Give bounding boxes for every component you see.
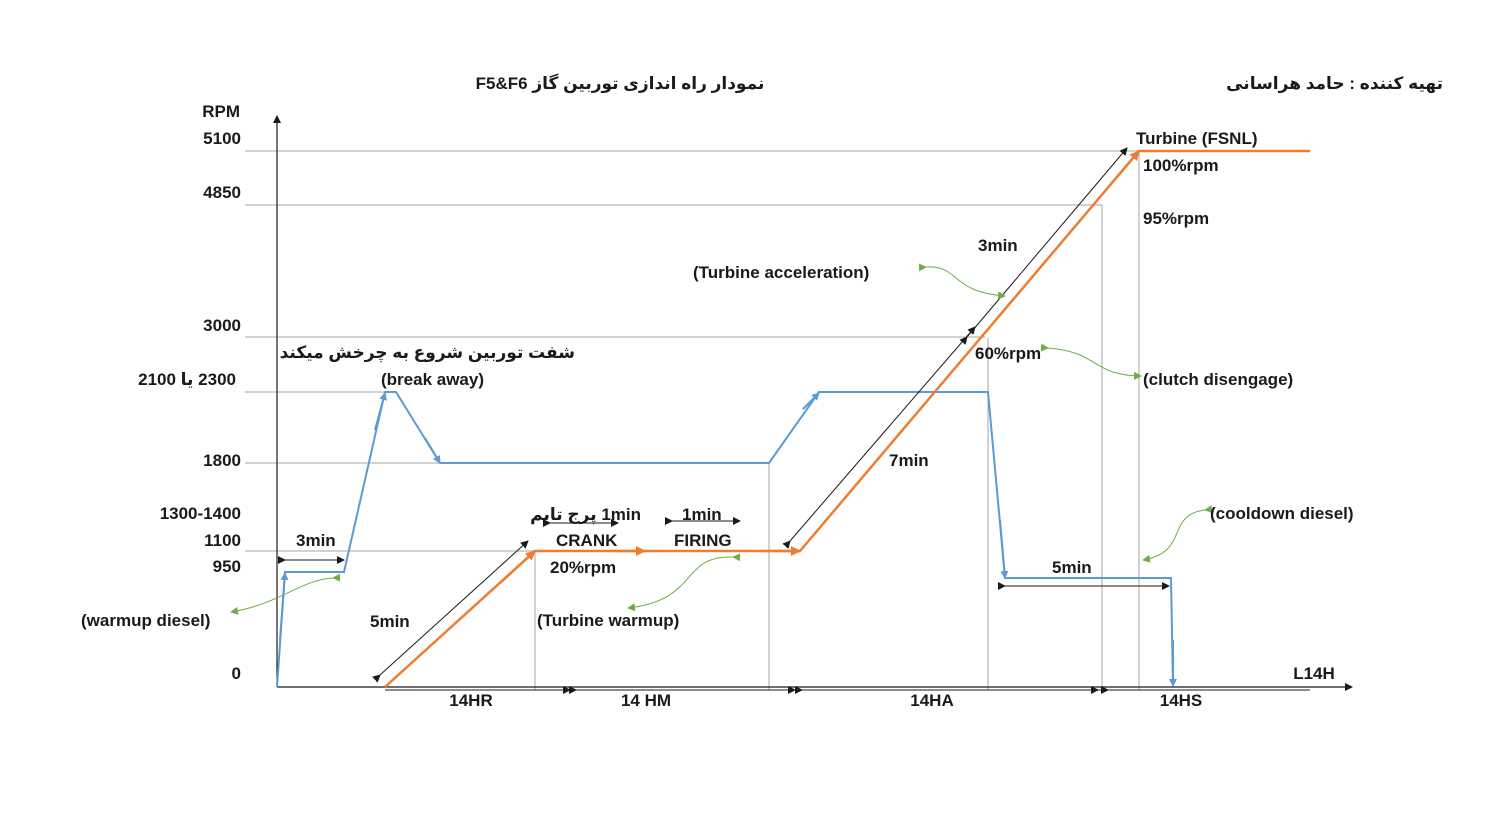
y-tick: 1300-1400	[160, 504, 241, 523]
label-60rpm: 60%rpm	[975, 344, 1041, 363]
diagram-title: نمودار راه اندازی توربین گاز F5&F6	[476, 73, 765, 94]
label-firing: FIRING	[674, 531, 732, 550]
phase-label-14hm: 14 HM	[621, 691, 671, 710]
callout-clutch	[1040, 343, 1142, 380]
label-5min-right: 5min	[1052, 558, 1092, 577]
label-3min-top: 3min	[978, 236, 1018, 255]
y-tick: 0	[232, 664, 241, 683]
label-turbine-acceleration: (Turbine acceleration)	[693, 263, 869, 282]
y-tick: 1100	[204, 531, 241, 550]
diesel-arrow	[802, 392, 820, 410]
label-20rpm: 20%rpm	[550, 558, 616, 577]
dim-5min-left	[372, 540, 529, 683]
x-axis-label: L14H	[1293, 664, 1335, 683]
y-tick: 5100	[203, 129, 241, 148]
diesel-speed-line	[276, 391, 1174, 688]
label-warmup-diesel: (warmup diesel)	[81, 611, 210, 630]
y-axis-label: RPM	[202, 102, 240, 121]
label-purge-time: 1min پرج تایم	[530, 505, 641, 525]
callout-accel	[918, 263, 1006, 300]
turbine-arrow	[499, 550, 536, 584]
diesel-arrow	[374, 392, 388, 431]
turbine-arrow	[1109, 150, 1140, 186]
label-turbine-fsnl: Turbine (FSNL)	[1136, 129, 1258, 148]
phase-label-14ha: 14HA	[910, 691, 953, 710]
y-tick: 3000	[203, 316, 241, 335]
author-label: تهیه کننده : حامد هراسانی	[1226, 74, 1443, 94]
label-turbine-warmup: (Turbine warmup)	[537, 611, 679, 630]
diesel-arrow	[999, 519, 1009, 579]
label-95rpm: 95%rpm	[1143, 209, 1209, 228]
label-7min: 7min	[889, 451, 929, 470]
phase-label-14hr: 14HR	[449, 691, 492, 710]
label-break-away: (break away)	[381, 370, 484, 389]
callout-cooldown	[1142, 505, 1213, 563]
callout-warmup-diesel	[230, 573, 341, 615]
y-tick: 4850	[203, 183, 241, 202]
phase-label-14hs: 14HS	[1160, 691, 1203, 710]
label-100rpm: 100%rpm	[1143, 156, 1219, 175]
y-tick: 2300 یا 2100	[138, 370, 236, 389]
label-cooldown-diesel: (cooldown diesel)	[1210, 504, 1354, 523]
label-5min-left: 5min	[370, 612, 410, 631]
dim-7min	[782, 326, 976, 549]
diesel-arrow	[279, 572, 289, 641]
label-3min-left: 3min	[296, 531, 336, 550]
y-tick: 950	[213, 557, 241, 576]
dim-3min-top	[959, 147, 1128, 345]
diesel-arrow	[424, 437, 441, 464]
label-crank: CRANK	[556, 531, 618, 550]
label-shaft-farsi: شفت توربین شروع به چرخش میکند	[280, 343, 575, 363]
label-clutch-disengage: (clutch disengage)	[1143, 370, 1293, 389]
callout-turbine-warmup	[627, 553, 741, 612]
y-tick: 1800	[203, 451, 241, 470]
label-firing-1min: 1min	[682, 505, 722, 524]
